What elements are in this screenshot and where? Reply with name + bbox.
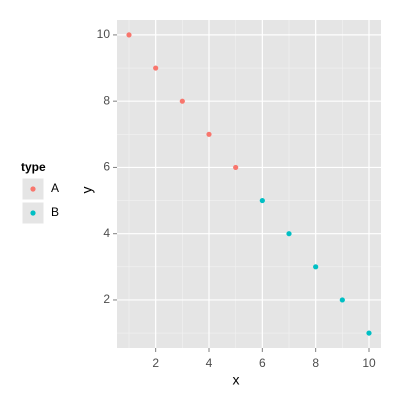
point [179,98,185,104]
point [233,164,239,171]
legend-marker [30,210,36,216]
point [153,65,159,71]
x-axis-label: x [233,372,240,388]
point [286,231,292,237]
y-tick-label: 4 [103,226,110,240]
legend-marker [30,186,36,192]
x-tick-label: 8 [312,356,319,370]
legend-title: type [21,160,46,174]
y-tick-label: 10 [97,27,111,41]
plot-panel [117,20,381,348]
legend-label: A [51,181,59,195]
y-axis-label: y [79,187,95,194]
x-tick-label: 6 [259,356,266,370]
y-tick-label: 6 [103,160,110,174]
legend-label: B [51,205,59,219]
point [366,330,372,336]
x-tick-label: 4 [206,356,213,370]
x-tick-label: 2 [152,356,159,370]
point [339,297,345,303]
x-tick-label: 10 [362,356,376,370]
point [259,197,265,204]
y-tick-label: 2 [103,292,110,306]
point [206,131,212,137]
point [313,264,319,270]
point [126,32,132,38]
y-tick-label: 8 [103,93,110,107]
